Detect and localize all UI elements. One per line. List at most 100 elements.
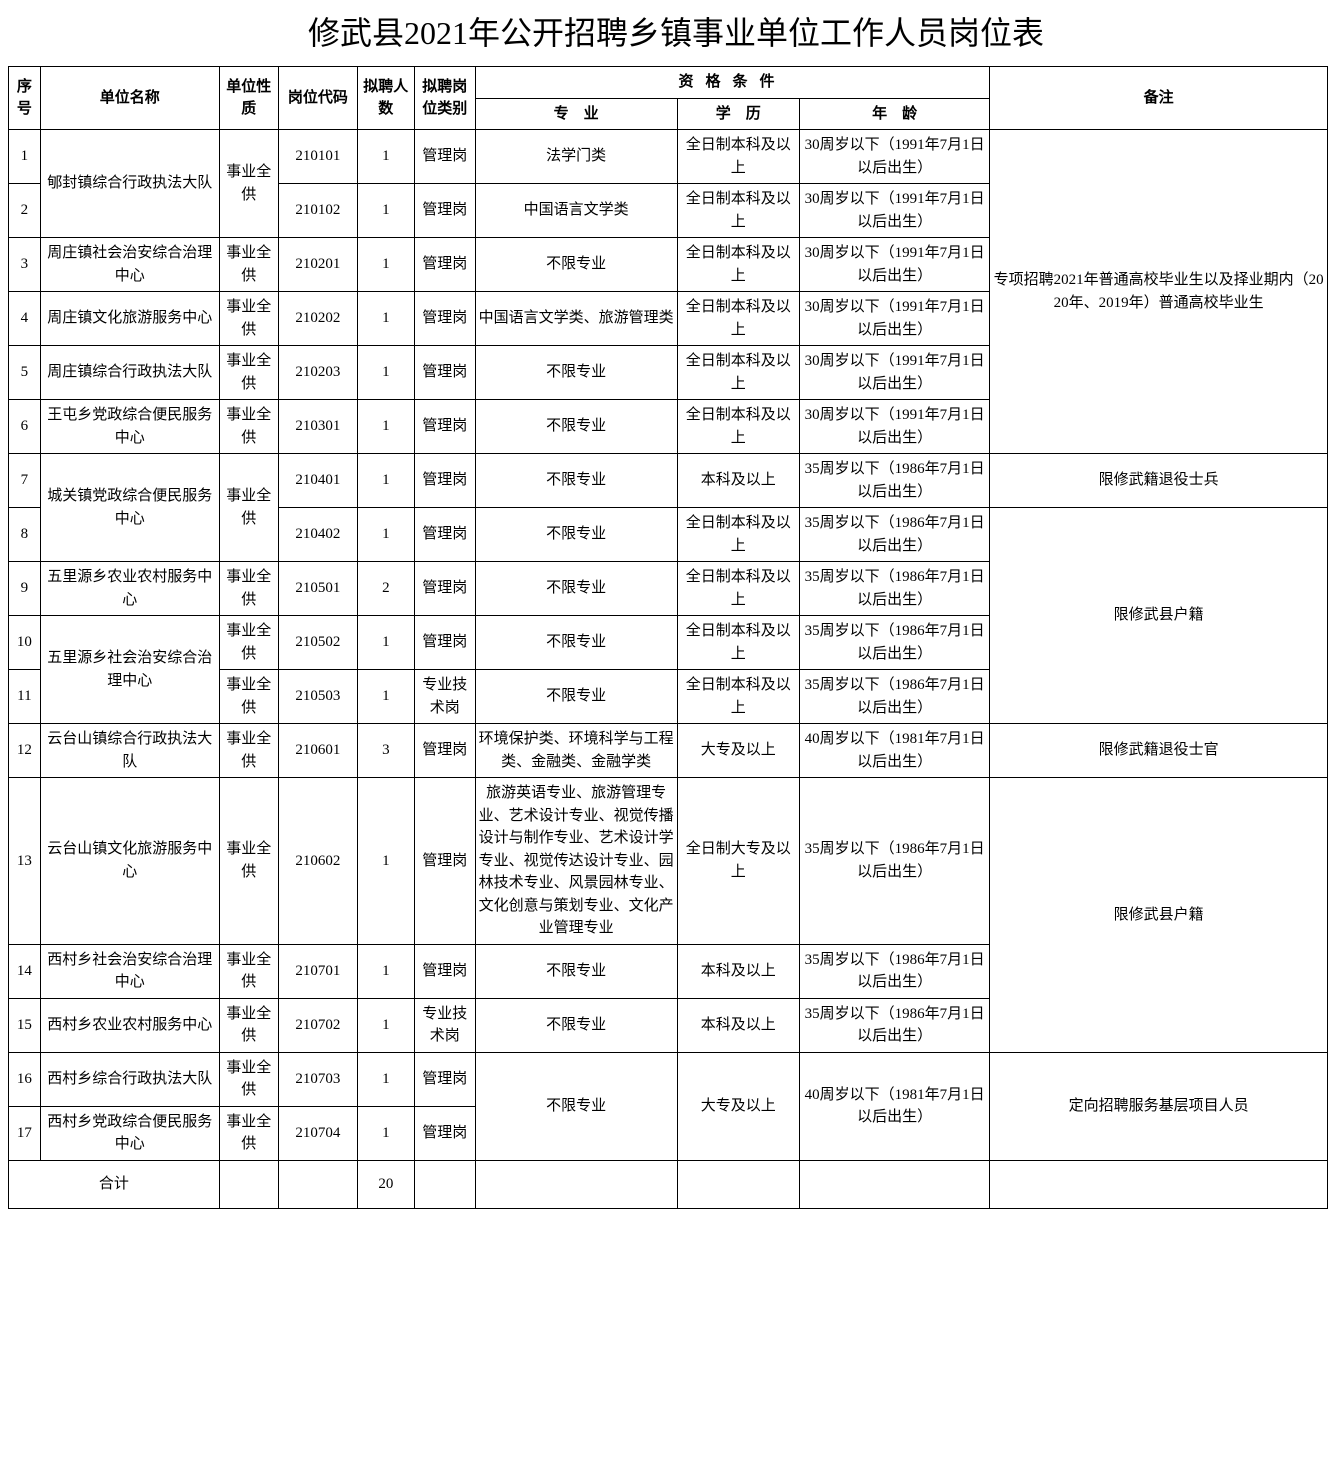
cell-type: 管理岗	[414, 454, 475, 508]
cell-type: 管理岗	[414, 238, 475, 292]
cell-seq: 16	[9, 1052, 41, 1106]
cell-major: 不限专业	[475, 346, 677, 400]
header-nature: 单位性质	[219, 67, 278, 130]
cell-age: 40周岁以下（1981年7月1日以后出生）	[799, 724, 989, 778]
cell-seq: 4	[9, 292, 41, 346]
header-seq: 序号	[9, 67, 41, 130]
total-count: 20	[357, 1160, 414, 1208]
cell-code: 210601	[278, 724, 357, 778]
total-label: 合计	[9, 1160, 220, 1208]
cell-type: 管理岗	[414, 508, 475, 562]
header-row-1: 序号 单位名称 单位性质 岗位代码 拟聘人数 拟聘岗位类别 资格条件 备注	[9, 67, 1328, 99]
total-empty	[278, 1160, 357, 1208]
cell-edu: 全日制本科及以上	[677, 670, 799, 724]
total-empty	[799, 1160, 989, 1208]
table-row: 12云台山镇综合行政执法大队事业全供2106013管理岗环境保护类、环境科学与工…	[9, 724, 1328, 778]
cell-unit: 周庄镇综合行政执法大队	[40, 346, 219, 400]
cell-count: 1	[357, 944, 414, 998]
cell-unit: 西村乡综合行政执法大队	[40, 1052, 219, 1106]
cell-type: 管理岗	[414, 562, 475, 616]
cell-major: 不限专业	[475, 944, 677, 998]
cell-count: 1	[357, 670, 414, 724]
cell-edu: 全日制本科及以上	[677, 292, 799, 346]
cell-code: 210602	[278, 778, 357, 945]
cell-code: 210202	[278, 292, 357, 346]
cell-edu: 全日制本科及以上	[677, 508, 799, 562]
cell-age: 30周岁以下（1991年7月1日以后出生）	[799, 184, 989, 238]
cell-major: 不限专业	[475, 998, 677, 1052]
cell-edu: 全日制本科及以上	[677, 238, 799, 292]
cell-code: 210301	[278, 400, 357, 454]
cell-edu: 全日制本科及以上	[677, 346, 799, 400]
cell-code: 210401	[278, 454, 357, 508]
cell-type: 管理岗	[414, 616, 475, 670]
cell-type: 管理岗	[414, 346, 475, 400]
cell-count: 1	[357, 130, 414, 184]
cell-code: 210701	[278, 944, 357, 998]
cell-type: 专业技术岗	[414, 998, 475, 1052]
cell-edu: 本科及以上	[677, 454, 799, 508]
cell-code: 210502	[278, 616, 357, 670]
cell-code: 210702	[278, 998, 357, 1052]
cell-count: 1	[357, 454, 414, 508]
cell-code: 210501	[278, 562, 357, 616]
cell-age: 30周岁以下（1991年7月1日以后出生）	[799, 346, 989, 400]
cell-code: 210101	[278, 130, 357, 184]
cell-unit: 周庄镇文化旅游服务中心	[40, 292, 219, 346]
cell-unit: 五里源乡社会治安综合治理中心	[40, 616, 219, 724]
cell-nature: 事业全供	[219, 400, 278, 454]
cell-nature: 事业全供	[219, 998, 278, 1052]
cell-seq: 11	[9, 670, 41, 724]
total-empty	[677, 1160, 799, 1208]
cell-remark: 定向招聘服务基层项目人员	[990, 1052, 1328, 1160]
cell-age: 35周岁以下（1986年7月1日以后出生）	[799, 670, 989, 724]
cell-type: 管理岗	[414, 724, 475, 778]
cell-count: 1	[357, 616, 414, 670]
cell-edu: 全日制本科及以上	[677, 400, 799, 454]
cell-code: 210402	[278, 508, 357, 562]
cell-edu: 全日制本科及以上	[677, 562, 799, 616]
cell-age: 30周岁以下（1991年7月1日以后出生）	[799, 130, 989, 184]
cell-seq: 2	[9, 184, 41, 238]
table-row: 1郇封镇综合行政执法大队事业全供2101011管理岗法学门类全日制本科及以上30…	[9, 130, 1328, 184]
cell-nature: 事业全供	[219, 1106, 278, 1160]
cell-edu: 本科及以上	[677, 944, 799, 998]
cell-major: 不限专业	[475, 454, 677, 508]
cell-seq: 7	[9, 454, 41, 508]
cell-major: 不限专业	[475, 238, 677, 292]
cell-type: 管理岗	[414, 184, 475, 238]
header-count: 拟聘人数	[357, 67, 414, 130]
cell-seq: 6	[9, 400, 41, 454]
header-code: 岗位代码	[278, 67, 357, 130]
cell-seq: 13	[9, 778, 41, 945]
cell-unit: 云台山镇文化旅游服务中心	[40, 778, 219, 945]
cell-code: 210703	[278, 1052, 357, 1106]
cell-age: 35周岁以下（1986年7月1日以后出生）	[799, 454, 989, 508]
cell-seq: 10	[9, 616, 41, 670]
cell-age: 30周岁以下（1991年7月1日以后出生）	[799, 238, 989, 292]
cell-edu: 全日制大专及以上	[677, 778, 799, 945]
cell-seq: 5	[9, 346, 41, 400]
cell-count: 1	[357, 778, 414, 945]
cell-count: 1	[357, 508, 414, 562]
cell-unit: 郇封镇综合行政执法大队	[40, 130, 219, 238]
cell-major: 不限专业	[475, 400, 677, 454]
cell-age: 35周岁以下（1986年7月1日以后出生）	[799, 508, 989, 562]
cell-remark: 限修武籍退役士兵	[990, 454, 1328, 508]
total-empty	[990, 1160, 1328, 1208]
cell-major: 不限专业	[475, 1052, 677, 1160]
cell-type: 管理岗	[414, 778, 475, 945]
cell-type: 管理岗	[414, 400, 475, 454]
cell-unit: 五里源乡农业农村服务中心	[40, 562, 219, 616]
cell-age: 30周岁以下（1991年7月1日以后出生）	[799, 292, 989, 346]
cell-nature: 事业全供	[219, 670, 278, 724]
cell-seq: 3	[9, 238, 41, 292]
cell-edu: 全日制本科及以上	[677, 616, 799, 670]
cell-nature: 事业全供	[219, 346, 278, 400]
cell-count: 1	[357, 238, 414, 292]
cell-code: 210201	[278, 238, 357, 292]
cell-age: 35周岁以下（1986年7月1日以后出生）	[799, 998, 989, 1052]
cell-age: 35周岁以下（1986年7月1日以后出生）	[799, 562, 989, 616]
cell-seq: 14	[9, 944, 41, 998]
cell-count: 2	[357, 562, 414, 616]
